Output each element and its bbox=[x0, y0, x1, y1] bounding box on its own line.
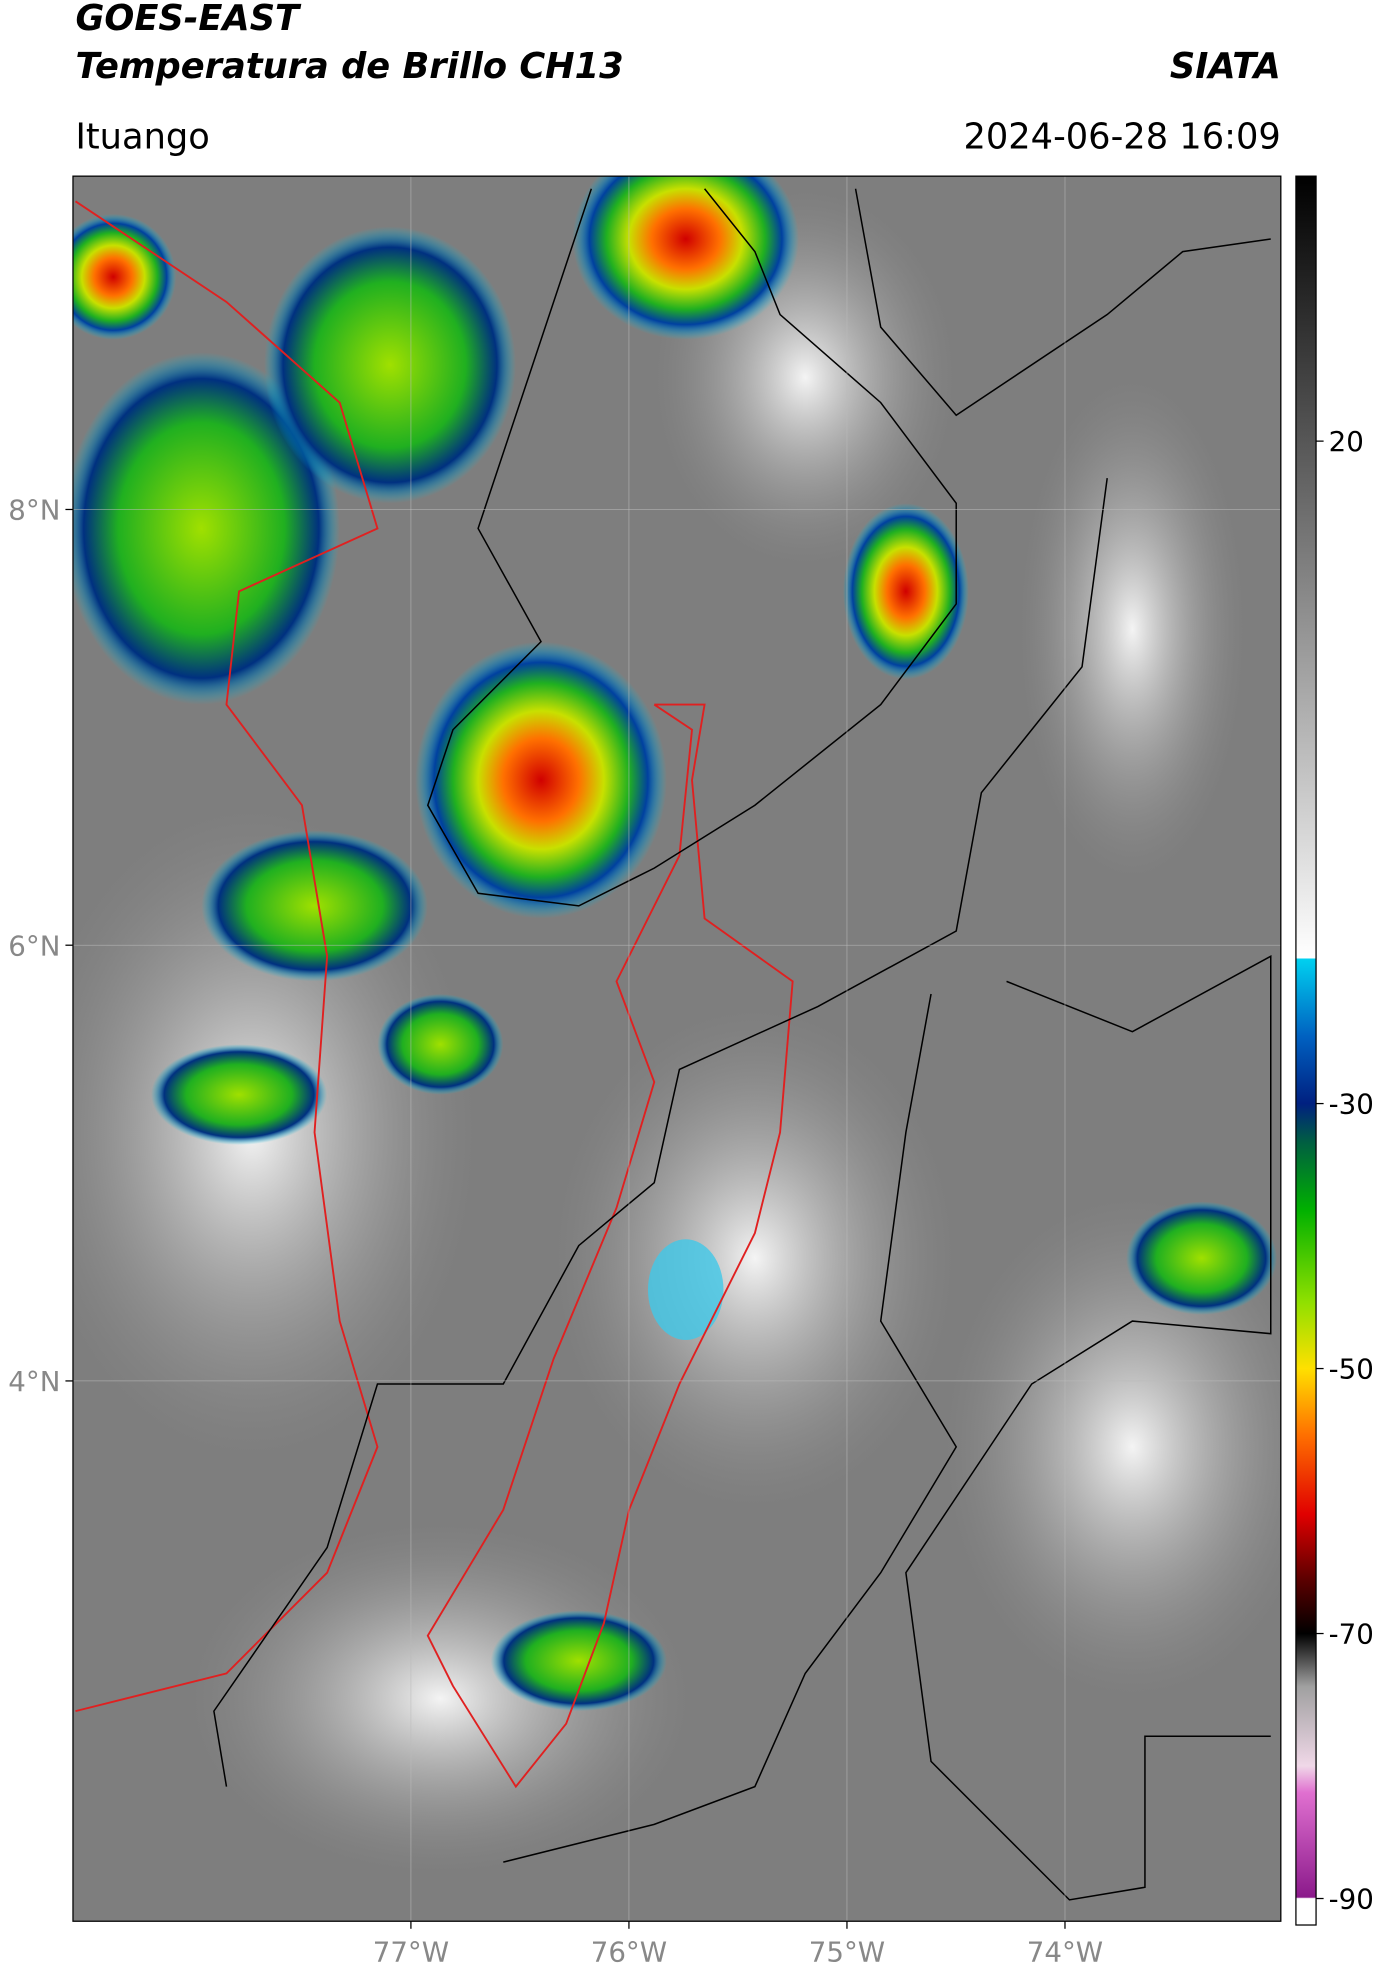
colorbar-tick-label: 20 bbox=[1329, 425, 1364, 458]
colorbar-tick-label: -70 bbox=[1329, 1618, 1374, 1651]
map-frame bbox=[72, 175, 1282, 1922]
colorbar-tick-label: -50 bbox=[1329, 1353, 1374, 1386]
colorbar bbox=[1295, 175, 1317, 1926]
admin-border bbox=[854, 188, 1271, 417]
y-tick-label: 4°N bbox=[8, 1365, 60, 1398]
cloud bbox=[188, 1522, 692, 1875]
grid bbox=[72, 176, 1281, 1922]
x-tick-label: 74°W bbox=[1027, 1935, 1103, 1968]
subtitle: Temperatura de Brillo CH13 bbox=[75, 46, 623, 87]
admin-border bbox=[905, 954, 1272, 1901]
x-tick-label: 75°W bbox=[809, 1935, 885, 1968]
admin-border bbox=[213, 478, 1108, 1787]
cloud-top bbox=[201, 830, 428, 982]
datetime: 2024-06-28 16:09 bbox=[963, 116, 1280, 157]
cloud-top bbox=[490, 1610, 667, 1712]
x-tick-label: 77°W bbox=[373, 1935, 449, 1968]
storm-cell bbox=[842, 503, 969, 680]
department-border bbox=[426, 703, 794, 1789]
cloud-top bbox=[647, 1239, 724, 1340]
cloud-top bbox=[72, 352, 340, 705]
storm-cell bbox=[72, 213, 177, 340]
cloud bbox=[943, 1195, 1281, 1699]
colorbar-tick-label: -30 bbox=[1329, 1088, 1374, 1121]
cloud bbox=[1019, 377, 1246, 881]
cloud-top bbox=[264, 226, 516, 504]
storm-cell bbox=[572, 176, 799, 340]
cloud bbox=[553, 1006, 957, 1510]
location: Ituango bbox=[75, 116, 209, 157]
source: SIATA bbox=[1170, 46, 1281, 87]
cloud-top bbox=[150, 1044, 328, 1145]
x-tick-label: 76°W bbox=[591, 1935, 667, 1968]
cloud-top bbox=[377, 993, 504, 1095]
y-tick-label: 8°N bbox=[8, 494, 60, 527]
title: GOES-EAST bbox=[75, 0, 302, 39]
cloud-top bbox=[1126, 1201, 1278, 1315]
storm-cell bbox=[415, 641, 667, 919]
colorbar-tick-label: -90 bbox=[1329, 1883, 1374, 1916]
y-tick-label: 6°N bbox=[8, 929, 60, 962]
coastline bbox=[74, 200, 379, 1713]
satellite-image bbox=[72, 176, 1281, 1922]
admin-border bbox=[503, 993, 958, 1863]
